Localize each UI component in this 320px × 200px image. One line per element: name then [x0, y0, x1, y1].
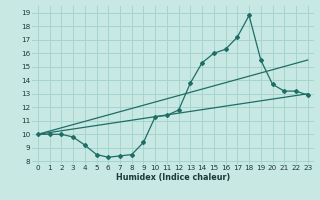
X-axis label: Humidex (Indice chaleur): Humidex (Indice chaleur) — [116, 173, 230, 182]
